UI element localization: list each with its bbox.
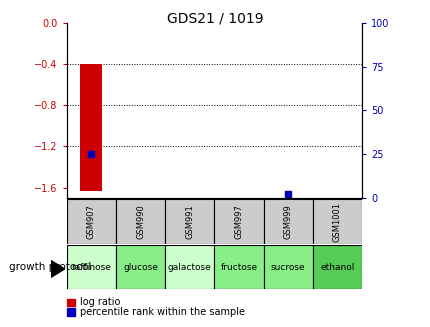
Point [284,192,291,197]
Bar [263,199,312,244]
Text: raffinose: raffinose [71,263,111,272]
Text: GSM1001: GSM1001 [332,201,341,242]
Text: GSM907: GSM907 [87,204,96,239]
Bar [67,199,116,244]
Text: growth protocol: growth protocol [9,263,91,272]
Bar [116,199,165,244]
Point [88,151,95,157]
Text: ethanol: ethanol [319,263,354,272]
Text: GDS21 / 1019: GDS21 / 1019 [167,11,263,26]
Text: GSM997: GSM997 [234,204,243,239]
Bar [214,245,263,289]
Bar [165,245,214,289]
Bar [116,245,165,289]
Text: sucrose: sucrose [270,263,305,272]
Bar [214,199,263,244]
Text: GSM999: GSM999 [283,204,292,239]
Text: GSM991: GSM991 [185,204,194,239]
Text: log ratio: log ratio [80,298,120,307]
Text: galactose: galactose [168,263,211,272]
Bar [312,199,361,244]
Bar [312,245,361,289]
Polygon shape [51,260,64,277]
Text: glucose: glucose [123,263,158,272]
Text: fructose: fructose [220,263,257,272]
Text: GSM990: GSM990 [136,204,145,239]
Bar [80,64,102,191]
Text: percentile rank within the sample: percentile rank within the sample [80,307,244,317]
Bar [165,199,214,244]
Bar [67,245,116,289]
Bar [263,245,312,289]
